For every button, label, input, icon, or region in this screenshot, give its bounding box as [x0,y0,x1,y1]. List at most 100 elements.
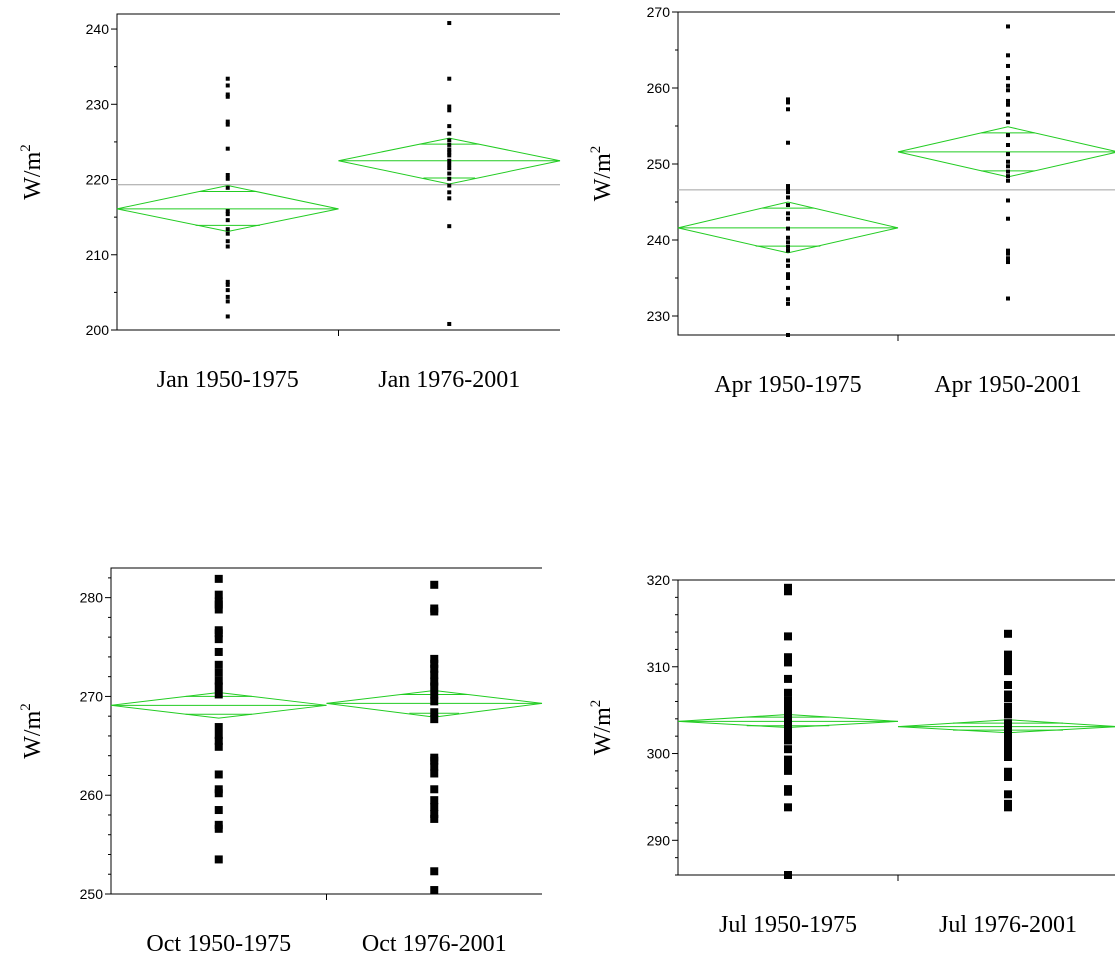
data-point [784,701,792,710]
data-point [447,224,452,229]
data-point [1006,53,1010,58]
data-point [430,690,439,699]
data-point [1004,799,1012,808]
data-point [225,209,230,214]
data-point [1006,248,1010,253]
data-point [1004,738,1012,747]
data-point [784,736,792,745]
y-tick-label: 260 [647,80,671,96]
data-point [1004,667,1012,676]
data-point [430,809,439,818]
data-point [225,218,230,223]
y-axis-label-superscript: 2 [588,146,604,154]
data-point [447,190,452,195]
category-label: Jan 1976-2001 [378,367,520,393]
data-point [447,158,452,163]
data-point [214,660,223,669]
data-point [214,647,223,656]
data-point [447,108,452,113]
data-point [786,216,790,221]
data-point [1004,629,1012,638]
data-point [786,107,790,112]
data-point [786,195,790,200]
data-point [1006,120,1010,125]
data-point [1006,143,1010,147]
data-point [1004,790,1012,799]
data-point [430,677,439,686]
y-axis-label: W/m2 [588,146,616,202]
data-point [1006,174,1010,179]
data-point [786,263,790,268]
data-point [225,288,230,293]
data-point [784,583,792,592]
data-point [430,682,439,691]
data-point [1006,256,1010,261]
data-point [786,276,790,280]
data-point [1006,251,1010,256]
chart-panel-jan: 200 210 220 230 240 W/m2 Jan 1950-1975 Jan 1976… [0,0,565,420]
data-point [447,138,452,143]
data-point [1004,726,1012,735]
data-point [447,76,452,81]
category-label: Oct 1976-2001 [362,931,507,957]
data-point [786,184,790,189]
data-point [1004,650,1012,659]
data-point [225,212,230,217]
data-point [784,715,792,724]
data-point [1004,747,1012,756]
data-point [1006,296,1010,301]
data-point [430,659,439,668]
y-axis-label-text: W/m [20,710,46,758]
data-point [214,676,223,685]
data-point [784,755,792,764]
data-point [225,146,230,151]
y-tick-label: 220 [86,172,110,188]
y-axis-label-text: W/m [590,153,616,201]
data-point [447,196,452,201]
data-point [1006,178,1010,183]
data-point [430,708,439,717]
plot-frame [677,11,1115,336]
data-point [214,635,223,644]
data-point [225,176,230,181]
data-point [447,321,452,326]
data-point [214,806,223,815]
y-tick-label: 240 [86,21,110,37]
data-point [225,282,230,287]
data-point [214,590,223,599]
data-point [430,697,439,706]
data-point [1006,159,1010,164]
means-diamond [897,126,1115,178]
data-point [430,670,439,679]
chart-svg-jan: 200 210 220 230 240 W/m2 Jan 1950-1975 Jan 1976… [18,13,561,393]
data-point [784,785,792,794]
data-point [430,803,439,812]
y-axis-label: W/m2 [18,144,46,200]
y-tick-label: 230 [86,96,110,112]
data-point [447,131,452,136]
data-point [786,140,790,145]
category-label: Oct 1950-1975 [146,931,291,957]
data-point [786,100,790,105]
y-axis-label: W/m2 [18,703,46,759]
y-axis-label-superscript: 2 [18,144,34,152]
y-tick-label: 320 [647,572,671,588]
y-axis-label: W/m2 [588,700,616,756]
data-point [214,770,223,779]
y-tick-label: 280 [80,590,104,606]
category-label: Jul 1950-1975 [719,912,857,938]
data-point [1006,83,1010,88]
category-label: Jan 1950-1975 [157,367,299,393]
y-axis-label-text: W/m [590,707,616,755]
y-tick-label: 230 [647,308,671,324]
data-point [784,803,792,812]
data-point [430,886,439,895]
data-point [786,97,790,102]
data-point [225,314,230,319]
data-point [225,239,230,244]
data-point [786,186,790,191]
data-point [214,682,223,691]
y-tick-label: 250 [80,886,104,902]
data-point [430,796,439,805]
data-point [225,92,230,97]
